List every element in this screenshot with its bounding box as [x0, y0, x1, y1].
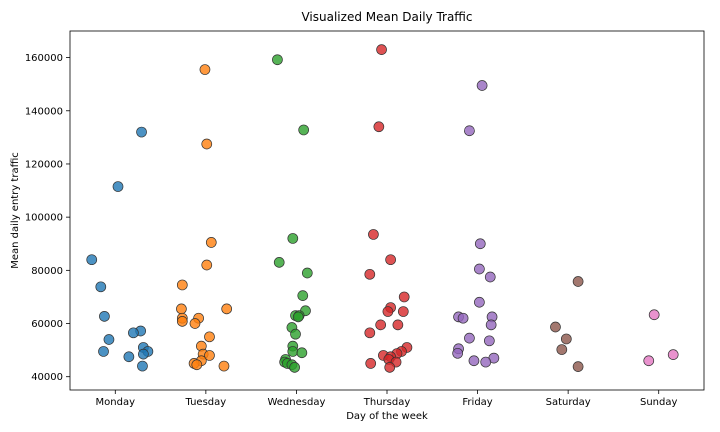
x-tick-label: Friday [462, 397, 492, 408]
data-point-monday [99, 310, 110, 322]
data-point-thursday [398, 291, 410, 303]
x-tick-label: Thursday [363, 397, 411, 408]
data-point-sunday [648, 309, 660, 321]
data-point-friday [457, 312, 469, 324]
data-point-thursday [373, 121, 385, 133]
data-point-thursday [364, 327, 376, 339]
data-point-tuesday [176, 279, 188, 291]
data-point-friday [464, 125, 475, 137]
x-tick-label: Tuesday [185, 397, 227, 408]
data-point-friday [474, 263, 485, 275]
data-point-wednesday [272, 54, 283, 66]
y-tick-label: 100000 [25, 213, 63, 224]
data-point-monday [128, 327, 139, 339]
data-point-tuesday [204, 350, 215, 361]
x-tick-label: Monday [96, 397, 136, 408]
y-tick-label: 40000 [31, 372, 63, 383]
x-tick-label: Saturday [546, 397, 591, 408]
data-point-thursday [368, 229, 379, 240]
data-point-friday [474, 296, 485, 308]
data-point-thursday [385, 254, 396, 266]
data-point-saturday [572, 361, 584, 372]
y-tick-label: 80000 [31, 266, 63, 277]
axis-ticks: 40000 60000 80000 100000 120000 140000 160000 M… [25, 53, 678, 408]
data-point-friday [464, 332, 475, 344]
data-point-monday [95, 281, 107, 293]
plot-frame [69, 30, 705, 391]
y-tick-label: 60000 [31, 319, 63, 330]
data-point-friday [476, 80, 488, 91]
x-tick-label: Sunday [640, 397, 677, 408]
data-point-thursday [382, 306, 394, 317]
data-point-tuesday [191, 359, 203, 371]
data-point-friday [468, 355, 480, 367]
data-point-monday [103, 334, 115, 345]
data-point-wednesday [292, 311, 304, 323]
data-point-tuesday [199, 64, 211, 75]
data-point-tuesday [221, 303, 233, 315]
data-point-wednesday [296, 347, 308, 359]
data-point-thursday [376, 44, 387, 55]
data-point-saturday [550, 321, 561, 333]
y-tick-label: 160000 [25, 53, 63, 64]
data-point-tuesday [204, 331, 215, 343]
data-point-monday [98, 346, 109, 357]
data-point-friday [480, 356, 492, 368]
data-point-wednesday [290, 328, 301, 340]
data-point-monday [138, 348, 149, 360]
data-point-friday [485, 319, 497, 331]
data-point-sunday [667, 349, 679, 360]
data-point-wednesday [287, 233, 299, 244]
data-point-wednesday [301, 267, 313, 279]
data-point-monday [112, 181, 124, 192]
data-points [86, 44, 679, 373]
y-tick-label: 140000 [25, 106, 63, 117]
data-point-friday [452, 347, 463, 359]
data-point-thursday [365, 358, 377, 369]
y-tick-label: 120000 [25, 159, 63, 170]
data-point-wednesday [298, 124, 310, 136]
data-point-thursday [397, 306, 409, 317]
chart-title: Visualized Mean Daily Traffic [301, 10, 472, 24]
data-point-tuesday [176, 316, 188, 327]
data-point-monday [136, 126, 147, 138]
data-point-tuesday [218, 360, 230, 372]
y-axis-label: Mean daily entry traffic [10, 152, 21, 269]
data-point-tuesday [201, 138, 213, 150]
x-axis-label: Day of the week [346, 411, 428, 422]
data-point-wednesday [273, 257, 285, 268]
data-point-monday [123, 351, 135, 363]
data-point-thursday [392, 319, 404, 331]
data-point-friday [483, 335, 495, 347]
data-point-friday [474, 238, 486, 250]
data-point-wednesday [289, 362, 300, 373]
data-point-monday [137, 360, 148, 372]
data-point-tuesday [189, 318, 201, 329]
data-point-sunday [643, 355, 655, 367]
data-point-tuesday [205, 237, 217, 248]
data-point-monday [86, 254, 98, 266]
data-point-tuesday [201, 259, 213, 271]
data-point-thursday [364, 268, 376, 280]
data-point-thursday [375, 319, 387, 331]
data-point-friday [484, 271, 496, 283]
data-point-tuesday [176, 303, 187, 315]
data-point-thursday [384, 362, 396, 373]
x-tick-label: Wednesday [267, 397, 325, 408]
data-point-saturday [572, 276, 584, 287]
data-point-wednesday [287, 346, 299, 357]
data-point-saturday [560, 333, 572, 345]
data-point-wednesday [297, 290, 309, 301]
data-point-saturday [556, 344, 568, 355]
